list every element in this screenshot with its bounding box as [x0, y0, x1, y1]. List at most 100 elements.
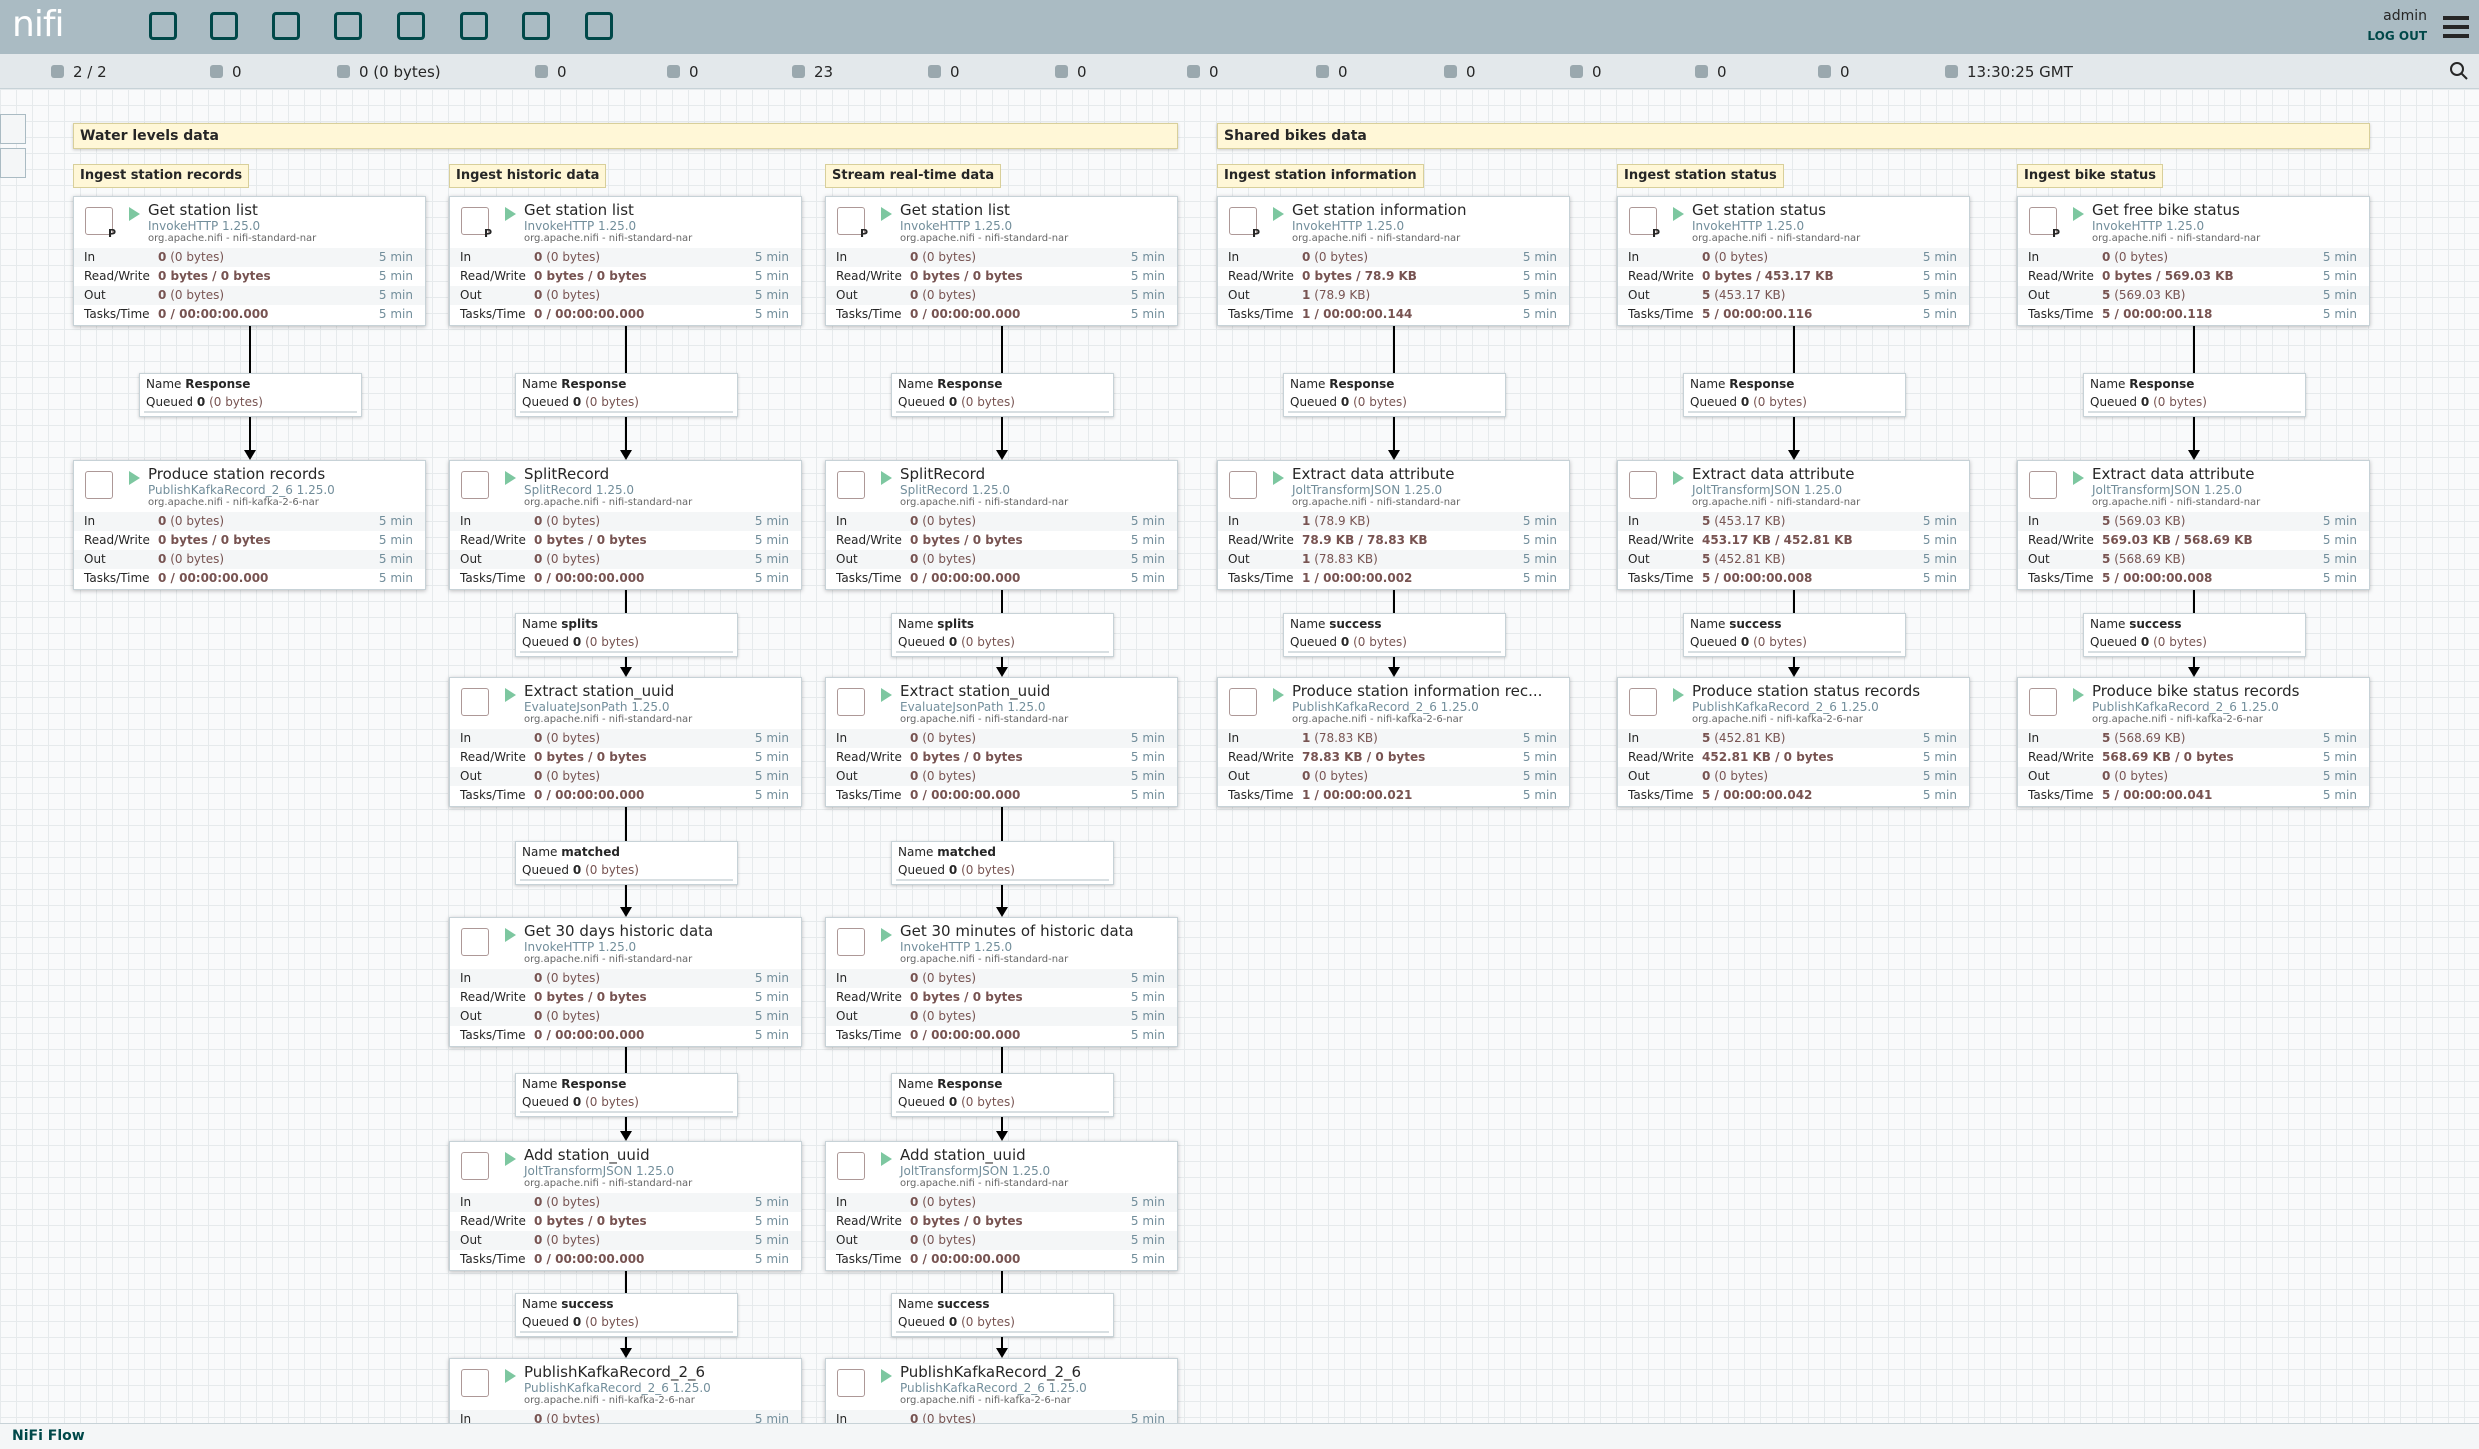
stat-text: 5 / 00:00:00.116 — [1702, 307, 1813, 321]
stat-value: 0 / 00:00:00.000 — [910, 1028, 1020, 1042]
connection-label[interactable]: Name success Queued 0 (0 bytes) — [515, 1293, 738, 1337]
connection-label[interactable]: Name Response Queued 0 (0 bytes) — [139, 373, 362, 417]
processor[interactable]: SplitRecord SplitRecord 1.25.0 org.apache.… — [825, 460, 1178, 590]
processor[interactable]: Extract station_uuid EvaluateJsonPath 1.2… — [449, 677, 802, 807]
toolbar-button[interactable] — [210, 12, 238, 40]
stat-value: 5 (569.03 KB) — [2102, 288, 2185, 302]
processor[interactable]: PublishKafkaRecord_2_6 PublishKafkaRecord… — [825, 1358, 1178, 1423]
toolbar-button[interactable] — [585, 12, 613, 40]
processor[interactable]: P Get station list InvokeHTTP 1.25.0 org.ap… — [449, 196, 802, 326]
breadcrumb[interactable]: NiFi Flow — [12, 1428, 85, 1444]
stats-row: In 5 (453.17 KB) 5 min — [1618, 512, 1969, 531]
connection-label[interactable]: Name matched Queued 0 (0 bytes) — [891, 841, 1114, 885]
processor[interactable]: P Get station status InvokeHTTP 1.25.0 org.… — [1617, 196, 1970, 326]
processor[interactable]: P Get station information InvokeHTTP 1.25.… — [1217, 196, 1570, 326]
processor-icon — [461, 207, 489, 235]
logout-link[interactable]: LOG OUT — [2367, 29, 2427, 43]
connection-label[interactable]: Name splits Queued 0 (0 bytes) — [891, 613, 1114, 657]
navigate-button[interactable] — [0, 114, 26, 144]
connection-label[interactable]: Name success Queued 0 (0 bytes) — [891, 1293, 1114, 1337]
menu-button[interactable] — [2441, 14, 2471, 40]
processor[interactable]: Extract data attribute JoltTransformJSON … — [1217, 460, 1570, 590]
stats-row: In 1 (78.9 KB) 5 min — [1218, 512, 1569, 531]
processor[interactable]: Get 30 minutes of historic data InvokeHTT… — [825, 917, 1178, 1047]
toolbar-button[interactable] — [460, 12, 488, 40]
stat-window: 5 min — [1922, 307, 1957, 321]
connection-label[interactable]: Name success Queued 0 (0 bytes) — [1683, 613, 1906, 657]
connection-label[interactable]: Name matched Queued 0 (0 bytes) — [515, 841, 738, 885]
search-button[interactable] — [2449, 61, 2469, 81]
processor[interactable]: P Get free bike status InvokeHTTP 1.25.0 or… — [2017, 196, 2370, 326]
processor[interactable]: Produce station status records PublishKaf… — [1617, 677, 1970, 807]
stat-label: Tasks/Time — [836, 571, 902, 585]
stat-count: 0 — [1702, 250, 1711, 264]
stats-row: In 0 (0 bytes) 5 min — [1218, 248, 1569, 267]
stat-text: 5 / 00:00:00.042 — [1702, 788, 1813, 802]
name-label: Name — [522, 377, 558, 391]
group-label: Ingest bike status — [2017, 164, 2164, 188]
processor[interactable]: SplitRecord SplitRecord 1.25.0 org.apache.… — [449, 460, 802, 590]
toolbar-button[interactable] — [272, 12, 300, 40]
flow-canvas[interactable]: Water levels data Shared bikes data Ingest… — [0, 89, 2479, 1423]
processor[interactable]: Produce station information rec... Publis… — [1217, 677, 1570, 807]
connection-label[interactable]: Name success Queued 0 (0 bytes) — [1283, 613, 1506, 657]
queue-bar — [1688, 411, 1901, 413]
stat-label: Out — [460, 1233, 482, 1247]
queued-count: 0 — [948, 1095, 958, 1109]
processor[interactable]: Get 30 days historic data InvokeHTTP 1.25… — [449, 917, 802, 1047]
brand-logo[interactable]: nifi — [12, 4, 64, 45]
stat-text: 0 bytes / 569.03 KB — [2102, 269, 2234, 283]
processor[interactable]: Add station_uuid JoltTransformJSON 1.25.0… — [825, 1141, 1178, 1271]
operate-button[interactable] — [0, 148, 26, 178]
stat-label: In — [84, 250, 96, 264]
processor-type: JoltTransformJSON 1.25.0 — [900, 1164, 1051, 1178]
queued-label: Queued — [898, 1315, 946, 1329]
stat-count: 0 — [1702, 769, 1711, 783]
stat-label: Read/Write — [460, 1214, 526, 1228]
stat-window: 5 min — [1922, 731, 1957, 745]
toolbar-button[interactable] — [397, 12, 425, 40]
stat-label: Tasks/Time — [460, 788, 526, 802]
primary-node-marker: P — [2052, 227, 2061, 240]
connection-label[interactable]: Name Response Queued 0 (0 bytes) — [891, 1073, 1114, 1117]
processor-type: EvaluateJsonPath 1.25.0 — [524, 700, 670, 714]
stat-value: 0 (0 bytes) — [910, 1233, 976, 1247]
queue-bar — [896, 1111, 1109, 1113]
queue-bar — [896, 879, 1109, 881]
stat-text: 78.9 KB / 78.83 KB — [1302, 533, 1428, 547]
connection-label[interactable]: Name Response Queued 0 (0 bytes) — [2083, 373, 2306, 417]
stat-label: In — [1228, 514, 1240, 528]
connection-label[interactable]: Name Response Queued 0 (0 bytes) — [891, 373, 1114, 417]
processor[interactable]: Produce bike status records PublishKafkaR… — [2017, 677, 2370, 807]
stat-value: 0 (0 bytes) — [910, 971, 976, 985]
toolbar-button[interactable] — [149, 12, 177, 40]
connection-label[interactable]: Name success Queued 0 (0 bytes) — [2083, 613, 2306, 657]
toolbar-button[interactable] — [522, 12, 550, 40]
processor[interactable]: P Get station list InvokeHTTP 1.25.0 org.ap… — [825, 196, 1178, 326]
processor[interactable]: PublishKafkaRecord_2_6 PublishKafkaRecord… — [449, 1358, 802, 1423]
run-status — [881, 471, 892, 485]
stat-value: 1 (78.9 KB) — [1302, 288, 1370, 302]
processor[interactable]: Extract station_uuid EvaluateJsonPath 1.2… — [825, 677, 1178, 807]
stat-window: 5 min — [2322, 269, 2357, 283]
connection-label[interactable]: Name Response Queued 0 (0 bytes) — [515, 373, 738, 417]
processor[interactable]: P Get station list InvokeHTTP 1.25.0 org.ap… — [73, 196, 426, 326]
stat-count: 5 — [1702, 288, 1711, 302]
stats-row: In 0 (0 bytes) 5 min — [2018, 248, 2369, 267]
toolbar-button[interactable] — [334, 12, 362, 40]
processor-name: Extract data attribute — [1292, 465, 1455, 483]
connection-label[interactable]: Name Response Queued 0 (0 bytes) — [1683, 373, 1906, 417]
connection-label[interactable]: Name Response Queued 0 (0 bytes) — [1283, 373, 1506, 417]
connection-label[interactable]: Name splits Queued 0 (0 bytes) — [515, 613, 738, 657]
processor[interactable]: Extract data attribute JoltTransformJSON … — [1617, 460, 1970, 590]
stat-label: In — [836, 514, 848, 528]
processor[interactable]: Extract data attribute JoltTransformJSON … — [2017, 460, 2370, 590]
processor-bundle: org.apache.nifi - nifi-standard-nar — [1292, 497, 1461, 508]
processor[interactable]: Produce station records PublishKafkaRecor… — [73, 460, 426, 590]
processor[interactable]: Add station_uuid JoltTransformJSON 1.25.0… — [449, 1141, 802, 1271]
name-label: Name — [1290, 377, 1326, 391]
connection-label[interactable]: Name Response Queued 0 (0 bytes) — [515, 1073, 738, 1117]
status-value: 0 — [557, 63, 567, 81]
status-icon — [1818, 65, 1831, 78]
stat-value: 0 bytes / 0 bytes — [534, 990, 647, 1004]
